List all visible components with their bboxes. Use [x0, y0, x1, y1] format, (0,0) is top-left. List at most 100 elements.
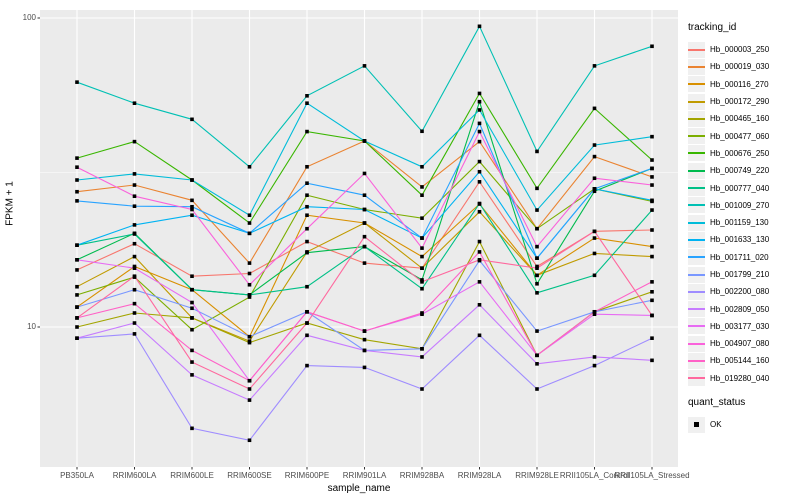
legend: tracking_id Hb_000003_250 Hb_000019_030 Hb…	[688, 22, 800, 433]
data-point	[362, 193, 367, 198]
data-point	[477, 209, 482, 214]
data-point	[477, 280, 482, 284]
data-point	[132, 321, 137, 325]
data-point	[420, 246, 424, 250]
x-tick-label: RRIM600PE	[284, 471, 330, 480]
data-point	[477, 333, 482, 338]
data-point	[132, 287, 137, 292]
data-point	[305, 363, 309, 368]
legend-key-swatch	[688, 266, 705, 283]
data-point	[477, 121, 482, 126]
data-point	[305, 213, 309, 218]
legend-line-icon	[688, 290, 705, 293]
data-point	[650, 166, 654, 171]
data-point	[592, 187, 597, 191]
legend-item-label: Hb_001711_020	[710, 252, 769, 262]
legend-key-swatch	[688, 301, 705, 318]
legend-item-Hb_002200_080: Hb_002200_080	[688, 283, 800, 300]
data-point	[75, 336, 79, 340]
legend-key-swatch	[688, 231, 705, 248]
data-point	[477, 99, 482, 104]
legend-line-icon	[688, 48, 705, 51]
data-point	[132, 241, 137, 246]
data-point	[190, 117, 194, 122]
data-point	[132, 266, 137, 270]
data-point	[132, 301, 137, 306]
legend-key-swatch	[688, 352, 705, 369]
legend-item-label: Hb_004907_080	[710, 339, 770, 349]
x-axis-title: sample_name	[327, 483, 391, 494]
data-point	[190, 198, 194, 203]
data-point	[477, 201, 482, 206]
legend-quant-entries: OK	[688, 416, 800, 433]
data-point	[420, 278, 424, 282]
y-tick-label: 100	[22, 13, 36, 22]
legend-line-icon	[688, 325, 705, 328]
data-point	[247, 438, 252, 443]
data-point	[132, 232, 137, 236]
data-point	[420, 185, 424, 189]
legend-item-label: Hb_001633_130	[710, 235, 770, 245]
legend-item-label: Hb_005144_160	[710, 356, 770, 366]
data-point	[190, 300, 194, 305]
x-tick-label: RRII105LA_Stressed	[614, 471, 690, 480]
legend-line-icon	[688, 187, 705, 190]
legend-key-swatch	[688, 93, 705, 110]
data-point	[420, 311, 424, 315]
legend-key-swatch	[688, 76, 705, 93]
legend-item-Hb_001711_020: Hb_001711_020	[688, 249, 800, 266]
legend-line-icon	[688, 152, 705, 155]
legend-item-label: Hb_002200_080	[710, 287, 770, 297]
data-point	[650, 280, 654, 284]
data-point	[477, 108, 482, 112]
data-point	[650, 134, 654, 139]
legend-key-swatch	[688, 249, 705, 266]
data-point	[650, 44, 654, 49]
data-point	[190, 426, 194, 431]
legend-line-icon	[688, 65, 705, 68]
data-point	[305, 239, 309, 244]
x-tick-label: RRIM600LE	[170, 471, 214, 480]
legend-item-Hb_000676_250: Hb_000676_250	[688, 145, 800, 162]
data-point	[477, 180, 482, 184]
data-point	[132, 274, 137, 279]
data-point	[75, 178, 79, 182]
data-point	[535, 273, 539, 278]
legend-key-swatch	[688, 283, 705, 300]
data-point	[305, 321, 309, 325]
data-point	[420, 164, 424, 169]
legend-item-label: Hb_000172_290	[710, 97, 770, 107]
legend-item-Hb_000172_290: Hb_000172_290	[688, 93, 800, 110]
data-point	[592, 355, 597, 359]
data-point	[75, 165, 79, 169]
data-point	[190, 287, 194, 292]
data-point	[362, 348, 367, 353]
legend-item-Hb_005144_160: Hb_005144_160	[688, 352, 800, 369]
data-point	[592, 176, 597, 181]
legend-line-icon	[688, 100, 705, 103]
data-point	[305, 181, 309, 185]
data-point	[190, 204, 194, 209]
data-point	[362, 139, 367, 143]
data-point	[190, 373, 194, 377]
legend-line-icon	[688, 135, 705, 138]
data-point	[132, 223, 137, 227]
data-point	[190, 274, 194, 279]
data-point	[132, 311, 137, 315]
x-tick-label: PB350LA	[60, 471, 94, 480]
data-point	[592, 236, 597, 240]
legend-key-swatch	[688, 416, 705, 433]
legend-key-swatch	[688, 110, 705, 127]
data-point	[477, 302, 482, 307]
legend-key-swatch	[688, 128, 705, 145]
legend-line-icon	[688, 256, 705, 259]
data-point	[247, 334, 252, 339]
legend-key-swatch	[688, 197, 705, 214]
data-point	[190, 348, 194, 353]
legend-key-swatch	[688, 318, 705, 335]
legend-item-label: Hb_019280_040	[710, 373, 770, 383]
data-point	[420, 387, 424, 391]
legend-item-Hb_000465_160: Hb_000465_160	[688, 110, 800, 127]
square-point-icon	[694, 422, 699, 427]
legend-line-icon	[688, 377, 705, 380]
